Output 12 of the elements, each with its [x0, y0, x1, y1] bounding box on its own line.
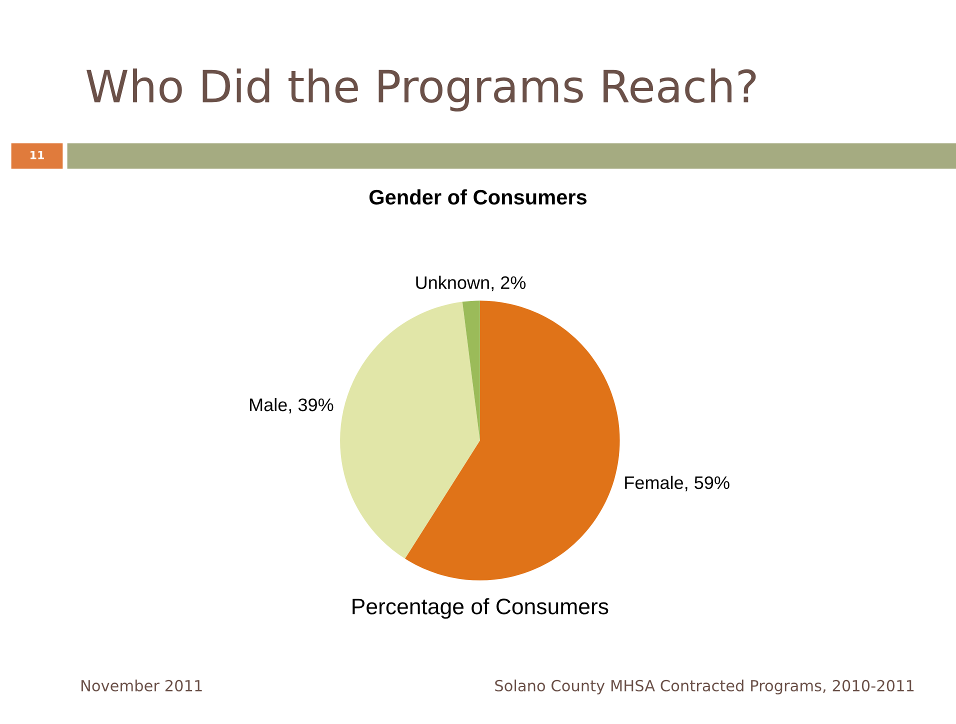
chart-subtitle: Gender of Consumers: [369, 189, 587, 205]
slice-label: Unknown, 2%: [416, 276, 526, 292]
slice-label: Male, 39%: [250, 398, 334, 414]
pie-slice: [404, 300, 620, 580]
text: Percentage of Consumers: [352, 598, 608, 619]
pie-slice: [462, 300, 480, 441]
text: Solano County MHSA Contracted Programs, 2010-2011: [495, 680, 914, 694]
text: 11: [30, 150, 44, 160]
text: November 2011: [82, 680, 202, 692]
pie-slice: [340, 302, 480, 559]
chart-title: Who Did the Programs Reach?: [86, 68, 756, 112]
slice-label: Female, 59%: [625, 476, 730, 492]
